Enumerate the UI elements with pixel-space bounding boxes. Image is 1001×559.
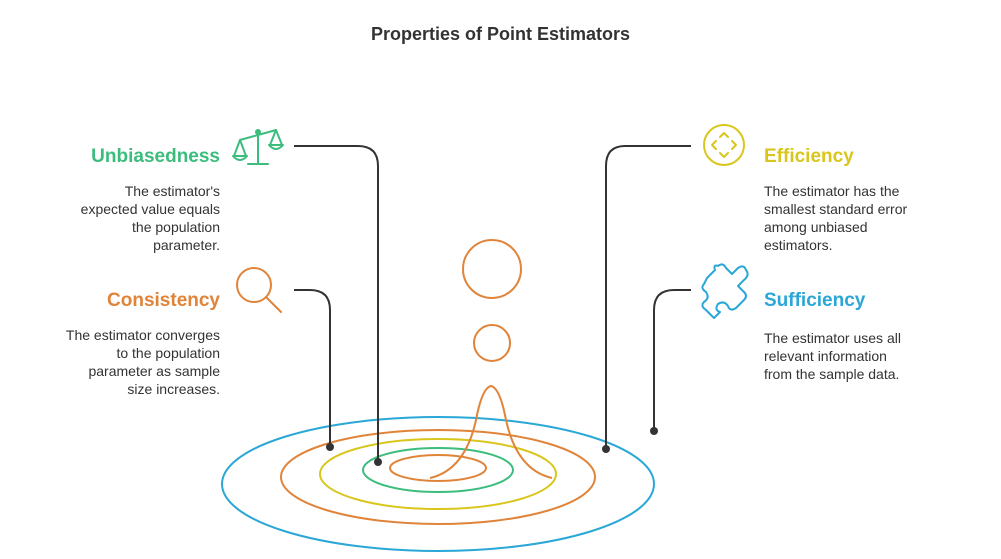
desc-consistency: The estimator converges to the populatio… — [66, 326, 220, 398]
desc-line: from the sample data. — [764, 366, 900, 382]
desc-line: The estimator converges — [65, 327, 220, 343]
connector-dot-unbiasedness — [374, 458, 382, 466]
page-title: Properties of Point Estimators — [370, 24, 631, 44]
droplet-small — [473, 324, 511, 362]
desc-line: to the population — [116, 345, 220, 361]
label-consistency: Consistency — [107, 290, 220, 311]
desc-line: smallest standard error — [764, 201, 908, 217]
desc-line: size increases. — [127, 381, 220, 397]
desc-sufficiency: The estimator uses all relevant informat… — [764, 329, 901, 383]
magnifier-icon — [236, 267, 282, 313]
droplet-large — [462, 239, 522, 299]
connector-efficiency — [605, 145, 691, 449]
label-sufficiency: Sufficiency — [764, 290, 866, 311]
desc-line: expected value equals — [80, 201, 220, 217]
desc-line: parameter as sample — [88, 363, 220, 379]
connector-consistency — [294, 289, 331, 447]
desc-line: relevant information — [764, 348, 887, 364]
desc-line: among unbiased — [764, 219, 868, 235]
label-efficiency: Efficiency — [764, 146, 854, 167]
ring-consistency — [280, 429, 596, 525]
desc-line: The estimator has the — [764, 183, 900, 199]
connector-unbiasedness — [294, 145, 379, 462]
desc-efficiency: The estimator has the smallest standard … — [764, 182, 907, 254]
ring-unbiasedness — [362, 447, 514, 493]
desc-line: the population — [132, 219, 220, 235]
desc-line: estimators. — [764, 237, 833, 253]
connector-dot-sufficiency — [650, 427, 658, 435]
connector-sufficiency — [653, 289, 691, 431]
target-focus-icon — [703, 124, 745, 166]
desc-line: parameter. — [153, 237, 220, 253]
desc-line: The estimator's — [124, 183, 220, 199]
connector-dot-consistency — [326, 443, 334, 451]
desc-line: The estimator uses all — [764, 330, 901, 346]
connector-dot-efficiency — [602, 445, 610, 453]
ring-sufficiency — [221, 416, 655, 552]
ring-inner — [389, 454, 487, 482]
ring-efficiency — [319, 438, 557, 510]
splash-peak — [429, 384, 553, 479]
label-unbiasedness: Unbiasedness — [91, 146, 220, 167]
desc-unbiasedness: The estimator's expected value equals th… — [81, 182, 220, 254]
balance-scale-icon — [232, 129, 284, 165]
puzzle-piece-icon — [701, 263, 749, 319]
